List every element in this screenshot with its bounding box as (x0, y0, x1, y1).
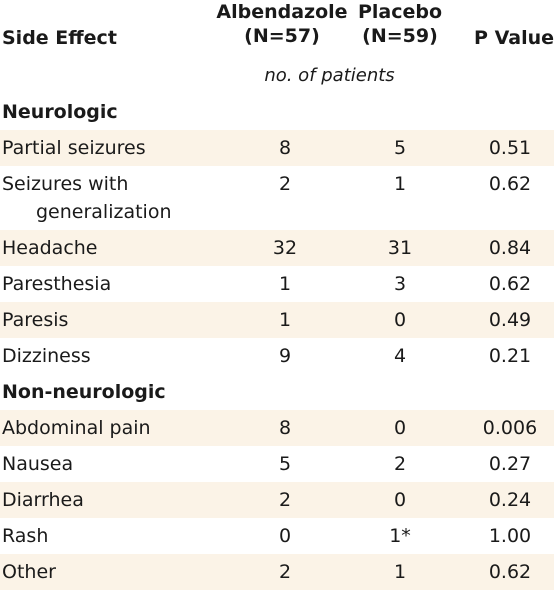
side-effect-name: Paresis (2, 306, 68, 334)
side-effect-name: Diarrhea (2, 486, 84, 514)
albendazole-count: 1 (278, 309, 292, 331)
side-effect-name: Rash (2, 522, 48, 550)
albendazole-count: 0 (278, 525, 292, 547)
placebo-count: 31 (387, 237, 413, 259)
table-row: Nausea 5 2 0.27 (0, 446, 554, 482)
table-header: Side Effect Albendazole (N=57) Placebo (… (0, 0, 554, 58)
side-effect-name: Headache (2, 234, 98, 262)
table-row: Rash 0 1* 1.00 (0, 518, 554, 554)
side-effect-name: Abdominal pain (2, 414, 151, 442)
header-albendazole: Albendazole (N=57) (212, 0, 352, 48)
placebo-count: 4 (393, 345, 407, 367)
table-row: Dizziness 9 4 0.21 (0, 338, 554, 374)
table-row: Seizures with generalization 2 1 0.62 (0, 166, 554, 230)
p-value: 0.62 (488, 173, 532, 195)
side-effect-name-line1: Paresis (2, 309, 69, 331)
table-body: Neurologic Partial seizures 8 5 0.51 Seizures… (0, 94, 554, 590)
p-value: 0.84 (488, 237, 532, 259)
side-effect-name-line1: Other (2, 561, 56, 583)
side-effect-name-line1: Nausea (2, 453, 74, 475)
albendazole-count: 2 (278, 561, 292, 583)
albendazole-count: 2 (278, 173, 292, 195)
header-albendazole-n: (N=57) (244, 25, 320, 47)
side-effect-name-line1: Diarrhea (2, 489, 84, 511)
side-effect-name-line1: Abdominal pain (2, 417, 151, 439)
p-value: 0.21 (488, 345, 532, 367)
p-value: 1.00 (488, 525, 532, 547)
placebo-count: 0 (393, 309, 407, 331)
side-effect-name: Dizziness (2, 342, 91, 370)
section-title: Neurologic (2, 101, 118, 123)
header-p-value: P Value (474, 27, 554, 49)
placebo-count: 0 (393, 489, 407, 511)
table-row: Paresis 1 0 0.49 (0, 302, 554, 338)
albendazole-count: 8 (278, 417, 292, 439)
side-effect-name-line1: Seizures with (2, 173, 129, 195)
header-side-effect: Side Effect (2, 27, 117, 49)
albendazole-count: 9 (278, 345, 292, 367)
table-row: Partial seizures 8 5 0.51 (0, 130, 554, 166)
section-title: Non-neurologic (2, 381, 166, 403)
placebo-count: 5 (393, 137, 407, 159)
side-effect-name: Other (2, 558, 56, 586)
header-albendazole-name: Albendazole (216, 1, 348, 23)
p-value: 0.006 (482, 417, 538, 439)
side-effect-name: Paresthesia (2, 270, 111, 298)
p-value: 0.27 (488, 453, 532, 475)
side-effect-name: Partial seizures (2, 134, 146, 162)
albendazole-count: 2 (278, 489, 292, 511)
table-row: Paresthesia 1 3 0.62 (0, 266, 554, 302)
side-effect-name-line1: Paresthesia (2, 273, 112, 295)
placebo-count: 1 (393, 173, 407, 195)
p-value: 0.24 (488, 489, 532, 511)
p-value: 0.62 (488, 561, 532, 583)
placebo-count: 2 (393, 453, 407, 475)
p-value: 0.51 (488, 137, 532, 159)
table-row: Abdominal pain 8 0 0.006 (0, 410, 554, 446)
p-value: 0.49 (488, 309, 532, 331)
placebo-count: 1 (393, 561, 407, 583)
side-effect-name: Seizures with generalization (2, 170, 172, 226)
header-placebo: Placebo (N=59) (340, 0, 460, 48)
table-row: Other 2 1 0.62 (0, 554, 554, 590)
placebo-count: 0 (393, 417, 407, 439)
albendazole-count: 5 (278, 453, 292, 475)
placebo-count: 1* (389, 525, 411, 547)
side-effect-name-line1: Partial seizures (2, 137, 146, 159)
units-label: no. of patients (264, 65, 395, 86)
header-placebo-n: (N=59) (362, 25, 438, 47)
albendazole-count: 1 (278, 273, 292, 295)
albendazole-count: 32 (272, 237, 298, 259)
side-effect-name-line1: Dizziness (2, 345, 91, 367)
side-effect-name-line2: generalization (36, 201, 172, 223)
table-row: Diarrhea 2 0 0.24 (0, 482, 554, 518)
side-effect-name-line1: Headache (2, 237, 98, 259)
side-effect-name-line1: Rash (2, 525, 49, 547)
albendazole-count: 8 (278, 137, 292, 159)
table-row: Headache 32 31 0.84 (0, 230, 554, 266)
placebo-count: 3 (393, 273, 407, 295)
side-effect-name: Nausea (2, 450, 73, 478)
p-value: 0.62 (488, 273, 532, 295)
header-placebo-name: Placebo (357, 1, 443, 23)
